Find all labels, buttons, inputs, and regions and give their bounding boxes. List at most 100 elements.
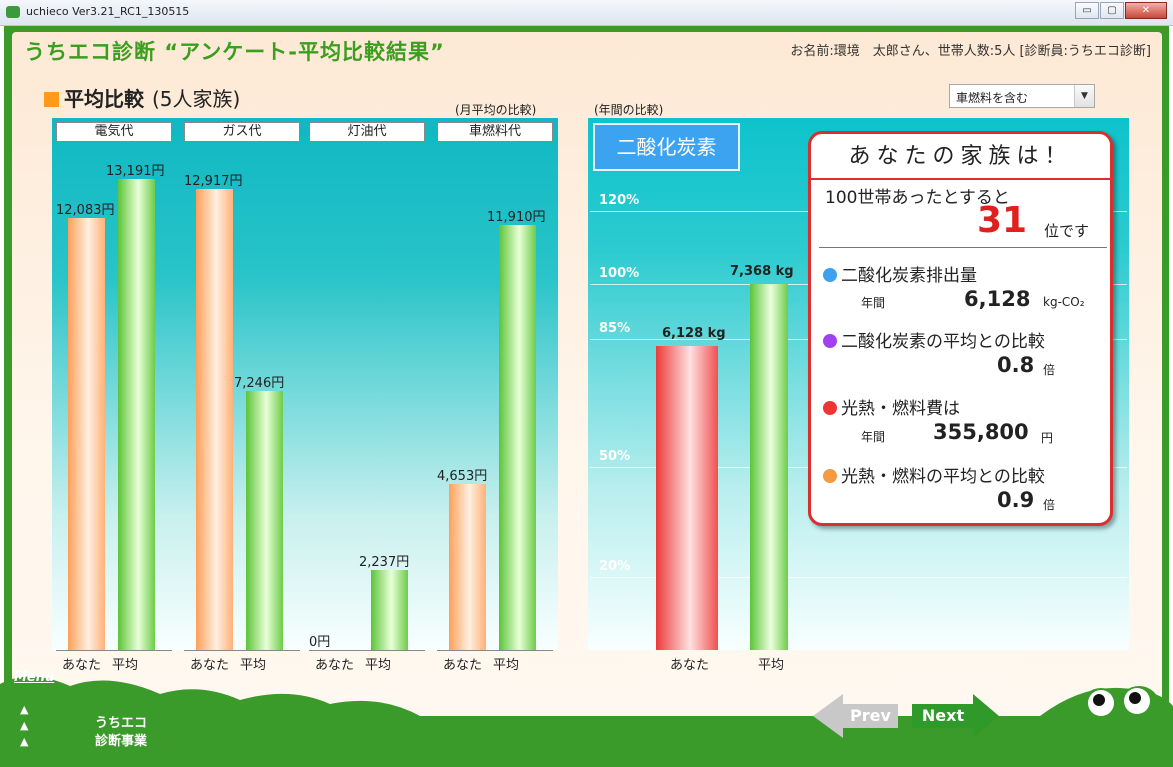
blue-dot-icon [823, 268, 837, 282]
result-item-value: 355,800 [933, 420, 1029, 444]
bar-axis-label: あなた [315, 658, 355, 673]
window-controls: ▭ ▢ ✕ [1074, 2, 1167, 19]
prev-button[interactable]: Prev [843, 704, 898, 728]
arrow-up-icon[interactable]: ▲ [20, 719, 29, 732]
fuel-filter-value: 車燃料を含む [956, 91, 1029, 105]
bar-axis-label: 平均 [493, 658, 520, 673]
result-heading: あなたの家族は！ [811, 134, 1110, 180]
category-label: ガス代 [184, 122, 300, 142]
bar-axis-label: 平均 [112, 658, 139, 673]
bar-average [371, 570, 408, 650]
bar-axis-label: あなた [443, 658, 483, 673]
arrow-up-icon[interactable]: ▲ [20, 703, 29, 716]
bar-value-label: 12,917円 [184, 173, 243, 189]
menu-button[interactable]: Menu [14, 670, 55, 685]
y-tick-label: 50% [599, 449, 631, 464]
next-button[interactable]: Next [912, 704, 974, 728]
bar-value-label: 12,083円 [56, 203, 115, 219]
bar-axis-label: あなた [62, 658, 102, 673]
bar-you [449, 483, 486, 650]
result-rank: 31 [977, 200, 1028, 241]
bar-average [246, 391, 283, 650]
bar-value-label: 2,237円 [359, 555, 410, 571]
orange-dot-icon [823, 469, 837, 483]
next-arrow-icon[interactable] [973, 694, 999, 738]
frog-mascot-icon [1081, 686, 1159, 724]
next-label: Next [921, 706, 965, 725]
group-baseline [437, 650, 553, 651]
result-item-cost: 光熱・燃料費は [823, 394, 960, 419]
bar-value-label: 7,246円 [234, 376, 285, 392]
minimize-icon[interactable]: ▭ [1075, 2, 1099, 19]
y-tick-label: 20% [599, 558, 631, 574]
y-tick-label: 100% [599, 266, 640, 281]
purple-dot-icon [823, 334, 837, 348]
y-tick-label: 85% [599, 320, 631, 336]
maximize-icon[interactable]: ▢ [1100, 2, 1124, 19]
result-item-value: 6,128 [964, 287, 1031, 311]
grid-line [590, 576, 1127, 578]
bar-average [499, 224, 536, 650]
fuel-filter-select[interactable]: 車燃料を含む ▼ [949, 84, 1095, 108]
group-baseline [184, 650, 300, 651]
bar-value-label: 0円 [309, 635, 331, 650]
result-item-label: 二酸化炭素の平均との比較 [841, 332, 1045, 352]
title-bar: uchieco Ver3.21_RC1_130515 ▭ ▢ ✕ [0, 0, 1173, 26]
prev-arrow-icon[interactable] [813, 694, 843, 738]
group-baseline [56, 650, 172, 651]
category-label: 電気代 [56, 122, 172, 142]
monthly-caption: (月平均の比較) [455, 103, 537, 117]
result-item-label: 光熱・燃料費は [841, 399, 960, 419]
co2-bar-average [750, 284, 788, 650]
category-label: 車燃料代 [437, 122, 553, 142]
section-title-main: 平均比較 [64, 87, 144, 111]
arrow-up-icon[interactable]: ▲ [20, 735, 29, 748]
bar-you [196, 188, 233, 650]
result-item-cost-ratio: 光熱・燃料の平均との比較 [823, 462, 1045, 487]
result-item-prefix: 年間 [861, 430, 886, 444]
result-box: あなたの家族は！ 100世帯あったとすると 31 位です 二酸化炭素排出量 年間… [808, 131, 1113, 526]
co2-chart-title: 二酸化炭素 [593, 123, 740, 171]
chevron-down-icon[interactable]: ▼ [1074, 85, 1094, 107]
bar-value-label: 13,191円 [106, 163, 165, 179]
close-icon[interactable]: ✕ [1125, 2, 1167, 19]
menu-arrows: ▲ ▲ ▲ [20, 702, 28, 750]
result-item-label: 光熱・燃料の平均との比較 [841, 467, 1045, 487]
result-item-unit: 倍 [1043, 363, 1056, 377]
section-title: 平均比較 (5人家族) [44, 83, 240, 112]
result-item-co2: 二酸化炭素排出量 [823, 261, 977, 286]
co2-axis-label: 平均 [758, 658, 785, 673]
window-title: uchieco Ver3.21_RC1_130515 [26, 5, 190, 18]
co2-value-label: 7,368 kg [730, 264, 794, 279]
co2-bar-you [656, 345, 718, 650]
bar-axis-label: 平均 [365, 658, 392, 673]
result-divider [819, 247, 1107, 248]
y-tick-label: 120% [599, 192, 640, 208]
co2-axis-label: あなた [670, 658, 710, 673]
result-item-value: 0.8 [997, 353, 1035, 377]
app-icon [6, 6, 20, 18]
bar-value-label: 11,910円 [487, 209, 546, 225]
page-title: うちエコ診断 “アンケート-平均比較結果” [24, 40, 445, 64]
category-label: 灯油代 [309, 122, 425, 142]
brand-line1: うちエコ [95, 716, 148, 731]
result-rank-unit: 位です [1044, 222, 1090, 240]
result-item-prefix: 年間 [861, 296, 886, 310]
brand-label: うちエコ 診断事業 [95, 715, 147, 751]
co2-value-label: 6,128 kg [662, 325, 726, 341]
result-item-value: 0.9 [997, 488, 1035, 512]
orange-square-icon [44, 92, 59, 107]
bar-average [118, 178, 155, 650]
result-item-co2-ratio: 二酸化炭素の平均との比較 [823, 327, 1045, 352]
result-intro: 100世帯あったとすると [825, 188, 1010, 208]
bar-axis-label: 平均 [240, 658, 267, 673]
result-item-unit: kg-CO₂ [1043, 295, 1085, 309]
bar-you [68, 218, 105, 650]
bar-axis-label: あなた [190, 658, 230, 673]
result-item-unit: 円 [1041, 431, 1054, 445]
result-item-label: 二酸化炭素排出量 [841, 266, 977, 286]
user-info: お名前:環境 太郎さん、世帯人数:5人 [診断員:うちエコ診断] [790, 44, 1151, 59]
red-dot-icon [823, 401, 837, 415]
brand-line2: 診断事業 [95, 734, 148, 749]
